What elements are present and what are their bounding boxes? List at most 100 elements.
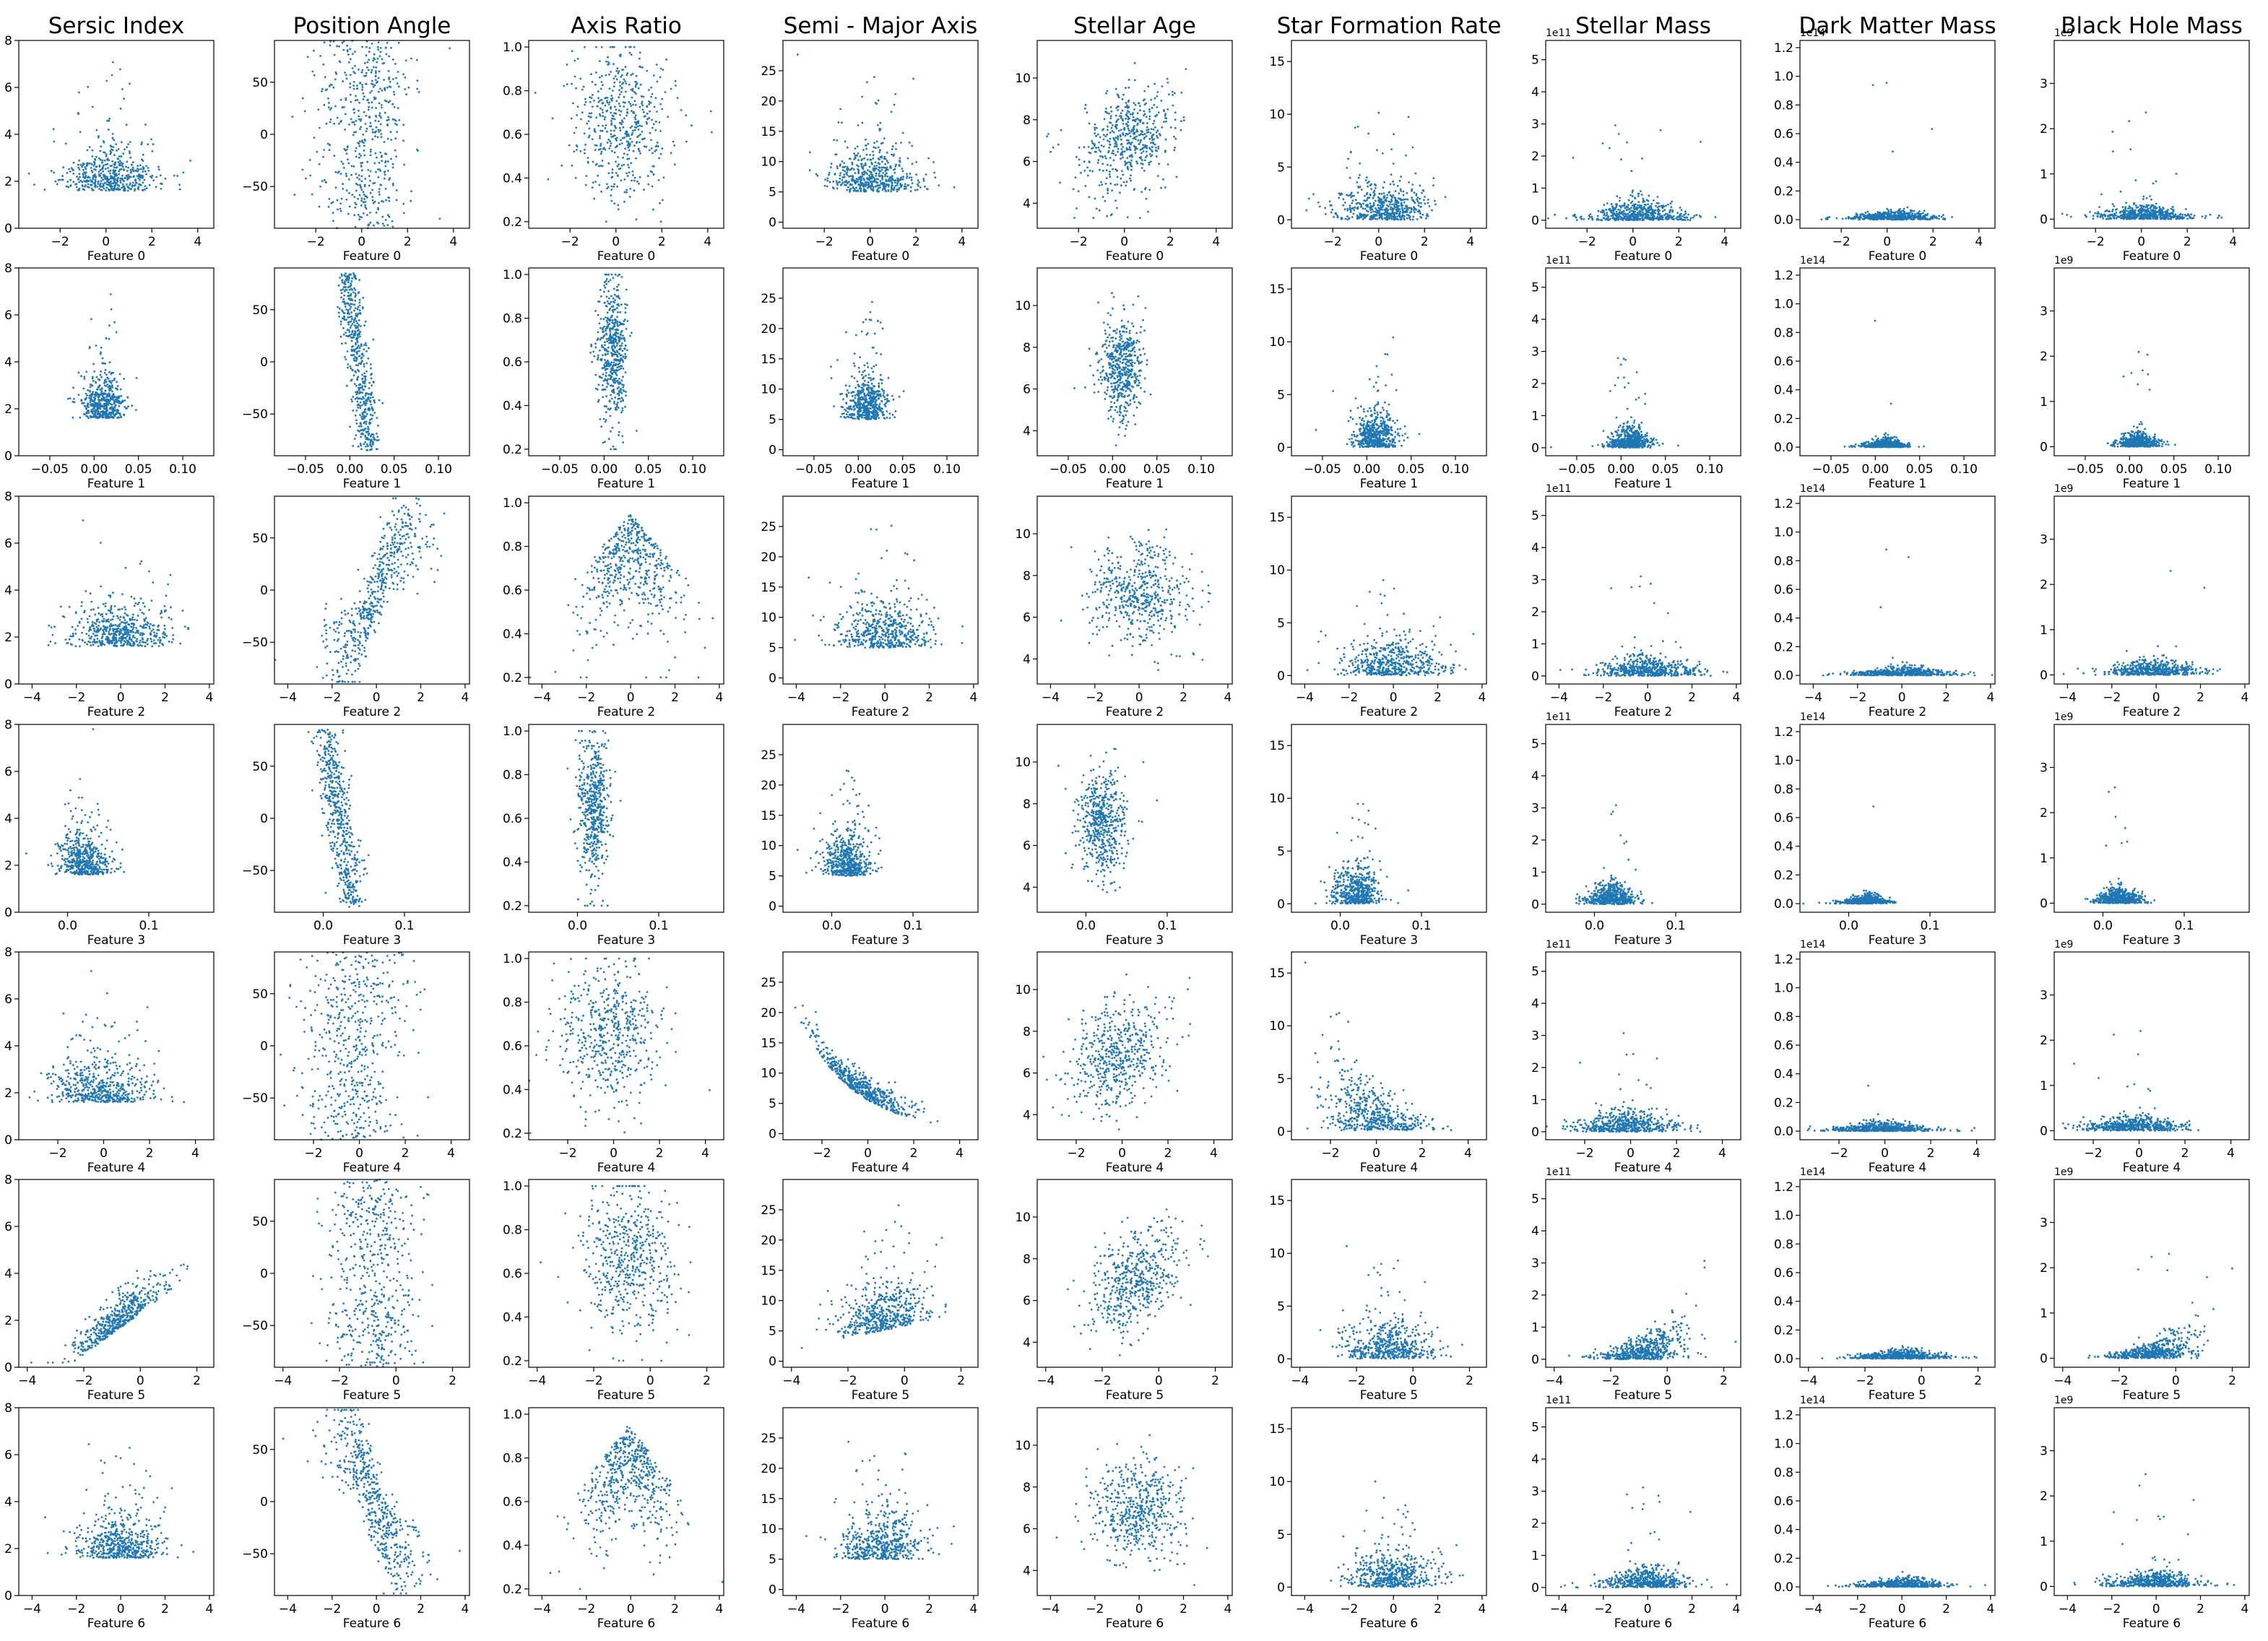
data-point [1122,134,1124,136]
data-point [1337,216,1339,218]
data-point [883,183,886,186]
data-point [1377,112,1380,114]
data-point [1119,191,1121,194]
data-point [886,160,888,162]
data-point [111,74,113,77]
data-point [378,114,381,116]
x-tick-label: −2 [1324,235,1342,249]
data-point [1406,199,1408,201]
data-point [381,160,383,162]
data-point [323,104,325,106]
data-point [584,149,586,151]
data-point [1364,195,1366,197]
data-point [607,64,609,66]
data-point [839,172,841,174]
data-point [878,162,880,164]
x-tick-label: 4 [1212,235,1220,249]
data-point [852,179,854,181]
data-point [148,170,150,172]
data-point [1143,90,1146,92]
data-point [1107,139,1109,142]
data-point [600,108,602,110]
data-point [1126,149,1128,151]
data-point [1154,120,1156,122]
data-point [880,122,882,124]
data-point [108,170,110,173]
data-point [360,118,363,121]
data-point [380,47,382,49]
data-point [685,141,688,143]
data-point [1103,134,1105,136]
data-point [617,156,619,158]
data-point [370,149,372,151]
data-point [122,183,124,186]
data-point [634,100,636,103]
data-point [361,72,363,74]
data-point [1386,208,1388,210]
x-tick-label: −2 [561,235,579,249]
data-point [889,167,891,169]
data-point [126,175,128,177]
data-point [106,163,108,165]
data-point [927,189,929,191]
data-point [360,199,363,202]
data-point [1401,207,1403,209]
x-tick-label: 2 [404,235,412,249]
data-point [878,173,880,175]
data-point [593,198,595,200]
data-point [371,72,373,74]
data-point [1139,134,1141,136]
data-point [385,219,387,221]
data-point [893,154,895,156]
data-point [378,103,381,105]
data-point [1094,143,1096,145]
data-point [100,169,102,171]
data-point [1107,126,1109,128]
data-point [1411,208,1413,210]
data-point [855,182,857,184]
data-point [826,186,828,188]
data-point [362,92,364,95]
data-point [322,64,324,66]
data-point [604,105,606,107]
data-point [848,181,850,183]
y-tick-label: 4 [4,128,12,142]
data-point [900,142,902,144]
data-point [1121,170,1123,172]
data-point [610,133,613,135]
data-point [127,190,129,192]
data-point [620,111,622,113]
data-point [605,149,607,151]
data-point [589,134,591,137]
data-point [381,59,384,61]
data-point [378,71,381,73]
data-point [358,153,360,155]
data-point [1129,132,1131,134]
data-point [1356,217,1359,220]
data-point [1370,183,1372,186]
data-point [902,132,904,134]
data-point [618,103,620,105]
data-point [348,178,350,181]
data-point [1647,217,1649,220]
data-point [366,196,368,199]
data-point [1648,200,1650,202]
data-point [1130,113,1132,116]
data-point [449,47,451,49]
data-point [374,120,376,122]
data-point [377,129,379,131]
data-point [849,191,851,193]
data-point [1047,133,1049,135]
data-point [629,103,631,105]
data-point [1648,195,1650,197]
data-point [92,189,95,191]
data-point [625,132,627,134]
data-point [1104,155,1107,157]
data-point [891,148,893,150]
subplot-panel: 0.20.40.60.81.0−2 0 2 4Feature 0 [503,40,724,264]
data-point [857,165,860,168]
data-point [881,169,883,171]
data-point [1159,134,1161,137]
data-point [909,142,911,144]
data-point [1397,185,1399,187]
